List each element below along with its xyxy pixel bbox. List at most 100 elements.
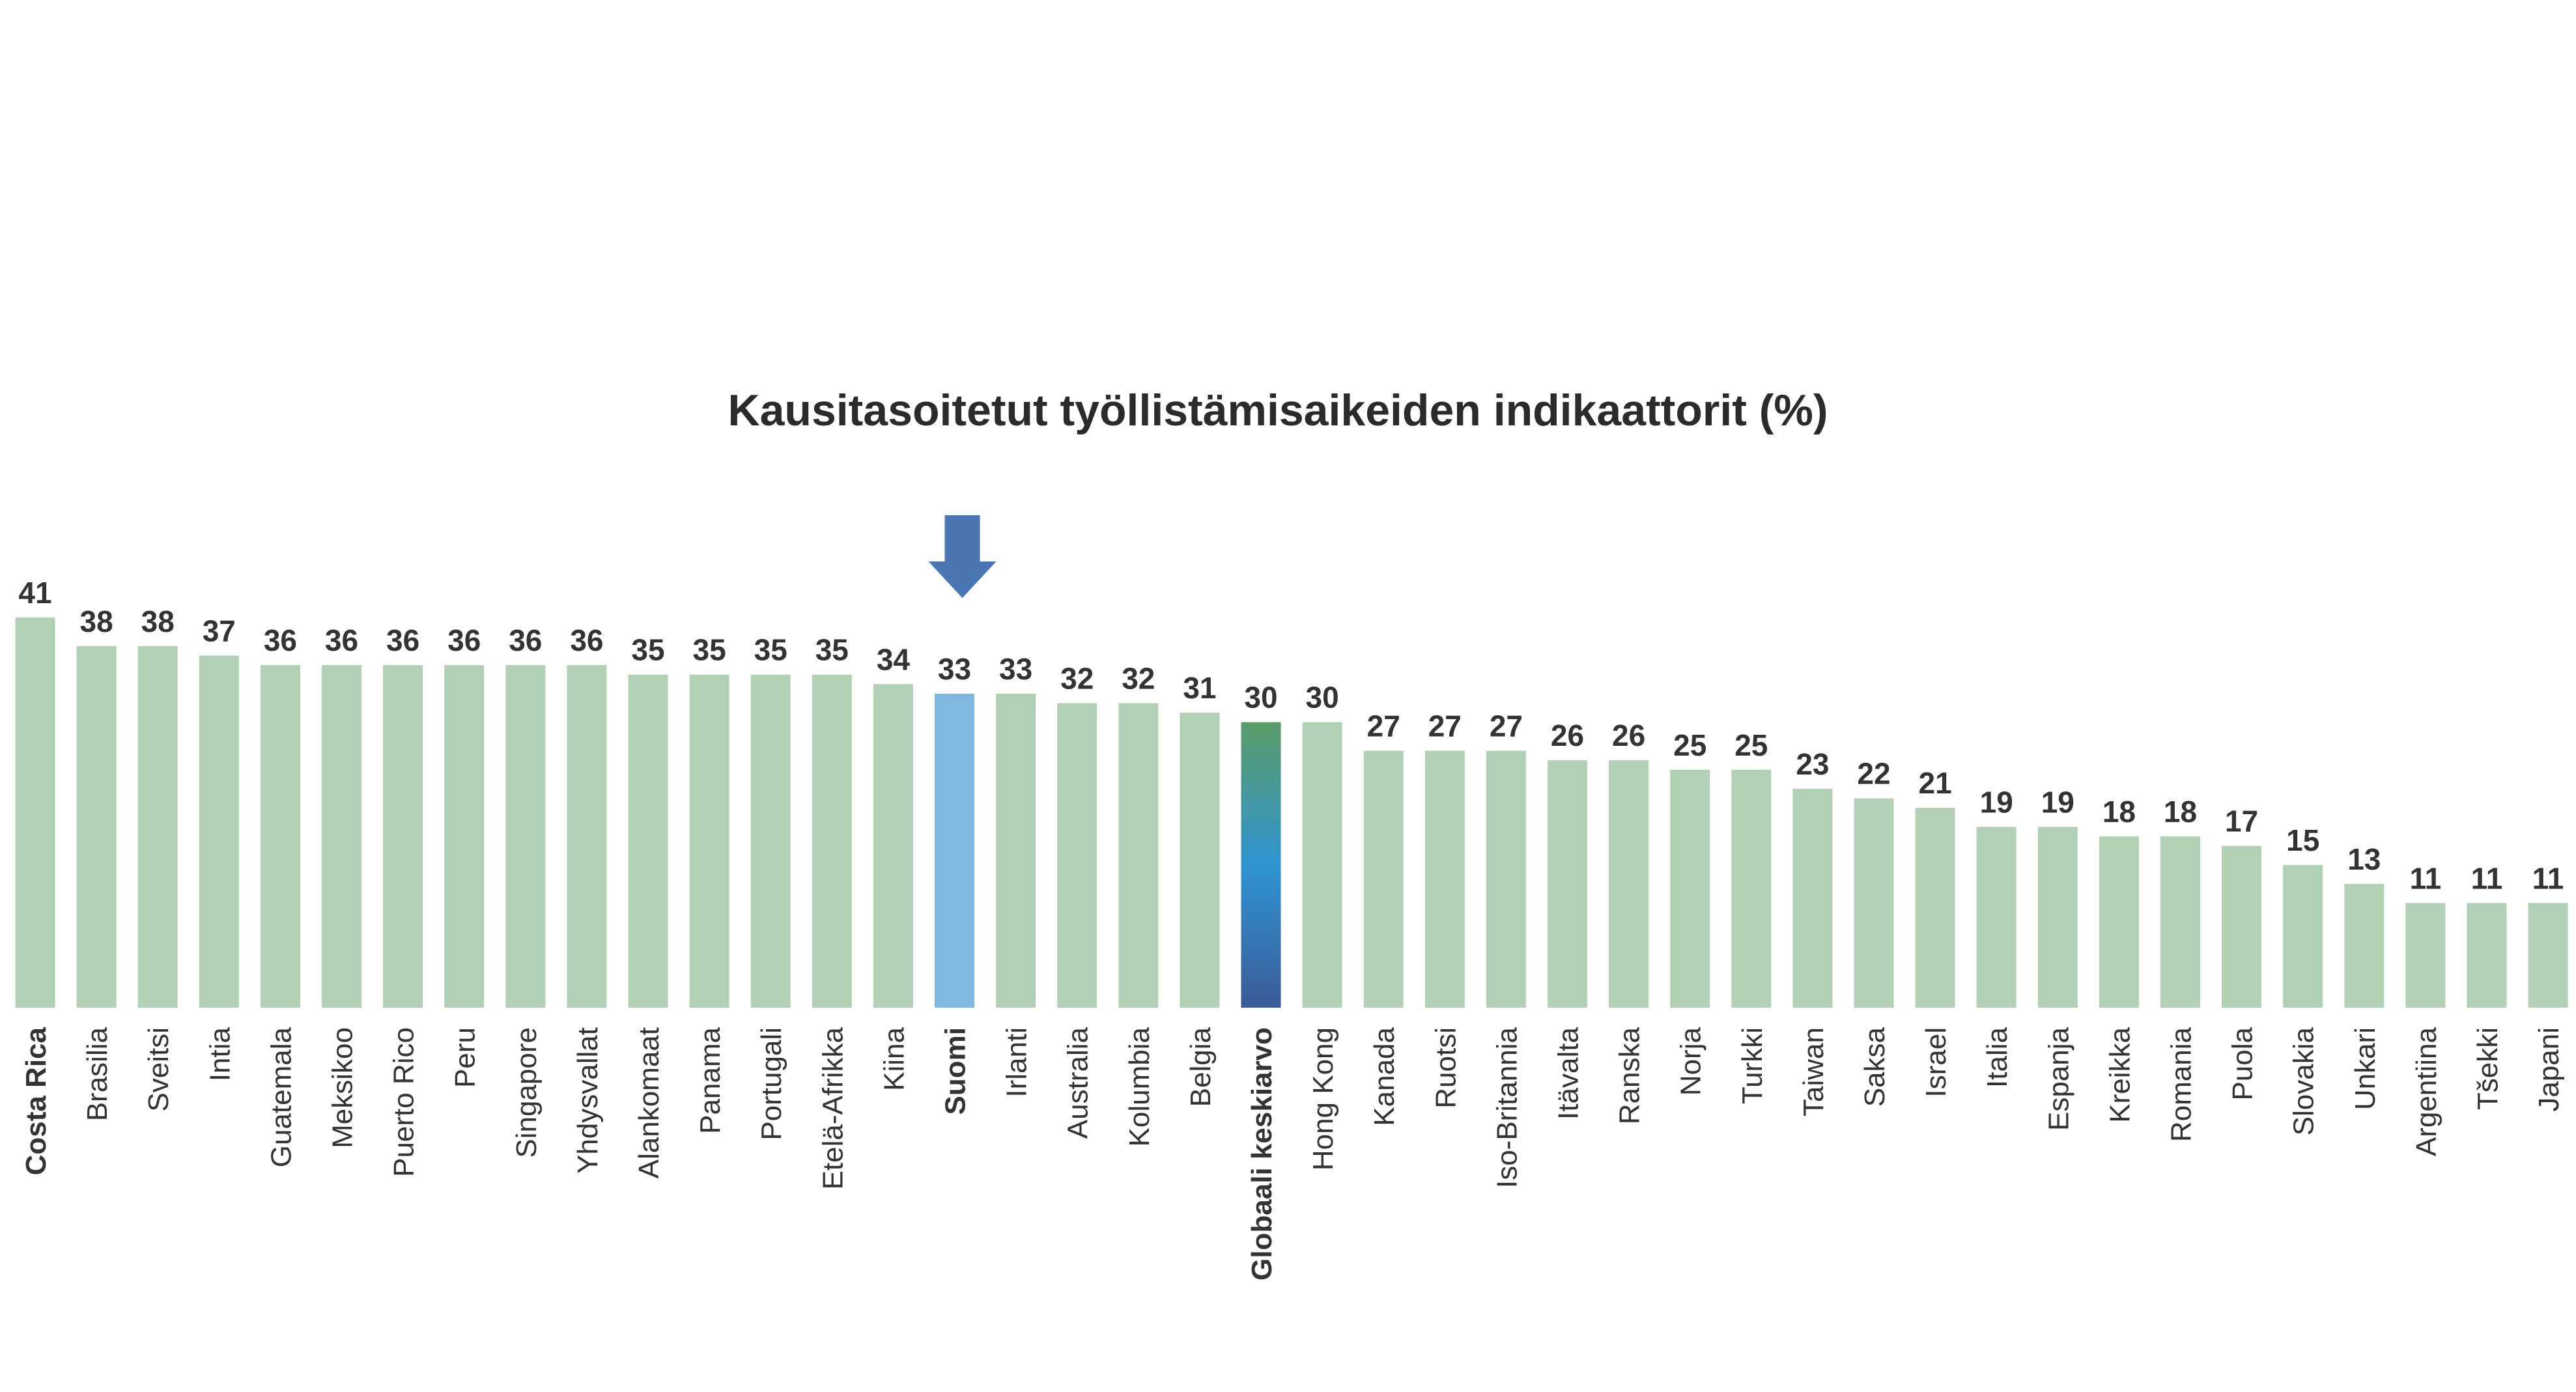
category-label: Australia (1062, 1027, 1094, 1139)
value-label: 11 (2532, 861, 2564, 895)
category-label: Etelä-Afrikka (817, 1027, 849, 1189)
bar-japani (2528, 903, 2568, 1008)
bar-unkari (2344, 884, 2385, 1008)
bar-intia (199, 655, 239, 1008)
category-label: Intia (204, 1027, 236, 1081)
bar-belgia (1180, 713, 1220, 1008)
bar-argentiina (2405, 903, 2446, 1008)
category-label: Puerto Rico (388, 1027, 420, 1177)
value-label: 38 (80, 604, 113, 638)
category-label: Belgia (1185, 1027, 1217, 1107)
category-label: Ranska (1614, 1027, 1646, 1124)
value-label: 35 (815, 633, 849, 667)
bar-taiwan (1792, 788, 1833, 1008)
bar-irlanti (996, 693, 1036, 1008)
bar-puerto-rico (383, 665, 423, 1008)
value-label: 35 (693, 633, 726, 667)
value-label: 19 (1980, 785, 2013, 819)
category-label: Kiina (878, 1027, 910, 1090)
bar-alankomaat (628, 674, 668, 1008)
value-label: 41 (18, 576, 51, 610)
category-label: Saksa (1859, 1027, 1891, 1107)
category-label: Irlanti (1001, 1027, 1033, 1098)
category-label: Singapore (511, 1027, 543, 1158)
value-label: 18 (2164, 795, 2197, 829)
value-label: 33 (938, 652, 971, 686)
bar-turkki (1731, 769, 1772, 1008)
category-label: Norja (1675, 1027, 1707, 1096)
value-label: 37 (203, 614, 236, 647)
value-label: 11 (2410, 861, 2442, 895)
bar-portugali (750, 674, 791, 1008)
value-label: 22 (1857, 757, 1890, 791)
category-label: Brasilia (81, 1027, 113, 1121)
category-label: Globaali keskiarvo (1246, 1027, 1278, 1281)
category-label: Suomi (940, 1027, 972, 1115)
value-label: 36 (264, 623, 297, 657)
bar-kolumbia (1118, 703, 1159, 1008)
category-label: Slovakia (2288, 1027, 2320, 1135)
bar-singapore (505, 665, 546, 1008)
value-label: 13 (2347, 842, 2381, 876)
bar-itävalta (1548, 760, 1587, 1008)
value-label: 17 (2225, 804, 2258, 838)
bar-etelä-afrikka (812, 674, 852, 1008)
value-label: 36 (447, 623, 481, 657)
bar-puola (2222, 845, 2262, 1008)
bar-romania (2160, 836, 2200, 1008)
value-label: 27 (1428, 709, 1462, 743)
value-label: 35 (631, 633, 664, 667)
category-label: Ruotsi (1430, 1027, 1462, 1109)
chart-title: Kausitasoitetut työllistämisaikeiden ind… (728, 386, 1828, 435)
value-label: 23 (1796, 747, 1829, 781)
category-label: Panama (694, 1027, 726, 1133)
category-label: Sveitsi (143, 1027, 175, 1112)
value-label: 36 (325, 623, 358, 657)
value-label: 26 (1612, 718, 1645, 752)
category-label: Peru (449, 1027, 481, 1088)
bar-kreikka (2099, 836, 2139, 1008)
bar-hong-kong (1302, 722, 1342, 1008)
bar-yhdysvallat (567, 665, 607, 1008)
value-label: 15 (2286, 823, 2319, 857)
bar-brasilia (76, 646, 117, 1008)
category-label: Meksikoo (327, 1027, 359, 1148)
bar-norja (1670, 769, 1710, 1008)
bar-australia (1057, 703, 1097, 1008)
value-label: 32 (1060, 661, 1094, 695)
value-label: 34 (877, 642, 911, 676)
bar-saksa (1854, 798, 1894, 1008)
value-label: 26 (1551, 718, 1584, 752)
category-label: Turkki (1736, 1027, 1768, 1104)
value-label: 36 (570, 623, 603, 657)
value-label: 25 (1673, 728, 1706, 762)
value-label: 21 (1919, 766, 1952, 800)
category-label: Guatemala (265, 1027, 297, 1167)
bar-espanja (2037, 827, 2078, 1008)
value-label: 36 (386, 623, 419, 657)
value-label: 33 (999, 652, 1032, 686)
value-label: 36 (509, 623, 542, 657)
value-label: 32 (1122, 661, 1155, 695)
value-label: 30 (1306, 681, 1339, 715)
bar-ranska (1609, 760, 1649, 1008)
value-label: 27 (1490, 709, 1523, 743)
bar-tšekki (2467, 903, 2507, 1008)
value-label: 38 (141, 604, 175, 638)
category-label: Yhdysvallat (572, 1027, 604, 1174)
category-label: Espanja (2043, 1027, 2074, 1131)
bar-slovakia (2283, 864, 2323, 1008)
bar-guatemala (260, 665, 300, 1008)
value-label: 11 (2471, 861, 2503, 895)
down-arrow-icon (928, 515, 997, 598)
category-label: Kreikka (2104, 1027, 2136, 1122)
category-label: Tšekki (2472, 1027, 2504, 1110)
category-label: Italia (1981, 1027, 2013, 1087)
category-label: Itävalta (1553, 1027, 1585, 1119)
value-label: 27 (1367, 709, 1400, 743)
category-label: Costa Rica (20, 1027, 52, 1175)
bar-italia (1976, 827, 2017, 1008)
category-label: Iso-Britannia (1491, 1027, 1523, 1188)
bar-suomi (935, 693, 974, 1008)
